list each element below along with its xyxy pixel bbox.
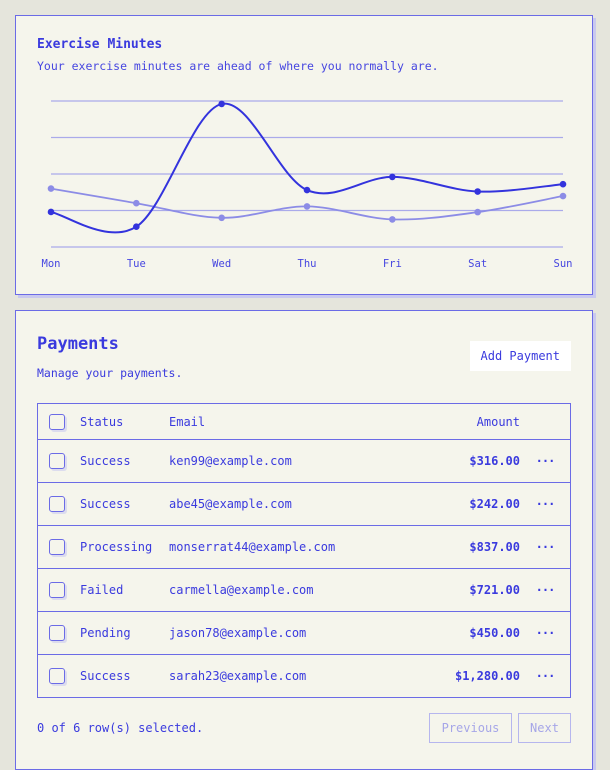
row-checkbox[interactable]	[49, 582, 65, 598]
amount-cell: $1,280.00	[421, 654, 520, 698]
data-point	[474, 208, 481, 216]
payments-card: Payments Manage your payments. Add Payme…	[15, 310, 593, 770]
status-cell: Processing	[80, 525, 169, 569]
payments-table: Status Email Amount Success ken99@exampl…	[37, 403, 571, 698]
email-cell: monserrat44@example.com	[169, 525, 422, 569]
status-cell: Success	[80, 439, 169, 483]
table-row: Success sarah23@example.com $1,280.00 ··…	[37, 654, 571, 698]
data-point	[474, 188, 481, 195]
chart-title: Exercise Minutes	[37, 37, 163, 52]
data-point	[47, 185, 55, 192]
select-all-checkbox[interactable]	[49, 413, 65, 430]
add-payment-button[interactable]: Add Payment	[469, 341, 571, 371]
data-point	[47, 208, 55, 216]
next-button[interactable]: Next	[518, 713, 571, 743]
amount-cell: $316.00	[421, 439, 520, 483]
table-row: Failed carmella@example.com $721.00 ···	[37, 568, 571, 612]
row-actions-icon[interactable]: ···	[520, 654, 571, 698]
data-point	[559, 180, 567, 188]
payments-title: Payments	[37, 334, 119, 354]
payments-subtitle: Manage your payments.	[37, 366, 183, 380]
status-cell: Success	[80, 482, 169, 526]
table-row: Success abe45@example.com $242.00 ···	[37, 482, 571, 526]
row-checkbox[interactable]	[49, 496, 65, 512]
status-cell: Pending	[80, 611, 169, 655]
status-header[interactable]: Status	[80, 403, 169, 440]
amount-header: Amount	[421, 403, 520, 440]
line-chart: Mon Tue Wed Thu Fri Sat Sun	[42, 100, 573, 270]
data-point	[389, 173, 396, 181]
data-point	[559, 192, 567, 200]
status-cell: Success	[80, 654, 169, 698]
data-point	[303, 203, 311, 210]
row-checkbox[interactable]	[49, 453, 65, 469]
x-tick-label: Thu	[298, 258, 317, 270]
row-checkbox[interactable]	[49, 625, 65, 641]
x-tick-label: Sat	[468, 258, 487, 270]
x-tick-label: Tue	[127, 258, 146, 270]
email-cell: jason78@example.com	[169, 611, 422, 655]
chart-subtitle: Your exercise minutes are ahead of where…	[37, 59, 439, 73]
selection-status: 0 of 6 row(s) selected.	[37, 721, 204, 735]
series-line-1	[50, 102, 564, 234]
email-cell: sarah23@example.com	[169, 654, 422, 698]
row-actions-icon[interactable]: ···	[520, 482, 571, 526]
x-tick-label: Wed	[212, 258, 231, 270]
data-point	[133, 223, 140, 231]
table-row: Success ken99@example.com $316.00 ···	[37, 439, 571, 483]
row-actions-icon[interactable]: ···	[520, 568, 571, 612]
x-tick-label: Mon	[42, 258, 61, 270]
email-cell: ken99@example.com	[169, 439, 422, 483]
data-point	[218, 100, 225, 108]
table-header: Status Email Amount	[37, 403, 571, 440]
data-point	[133, 199, 140, 207]
x-tick-label: Fri	[383, 258, 402, 270]
table-row: Processing monserrat44@example.com $837.…	[37, 525, 571, 569]
previous-button[interactable]: Previous	[429, 713, 512, 743]
row-checkbox[interactable]	[49, 539, 65, 555]
amount-cell: $837.00	[421, 525, 520, 569]
status-cell: Failed	[80, 568, 169, 612]
email-cell: carmella@example.com	[169, 568, 422, 612]
data-point	[389, 216, 396, 223]
row-actions-icon[interactable]: ···	[520, 525, 571, 569]
table-row: Pending jason78@example.com $450.00 ···	[37, 611, 571, 655]
row-actions-icon[interactable]: ···	[520, 439, 571, 483]
data-point	[303, 186, 311, 194]
row-actions-icon[interactable]: ···	[520, 611, 571, 655]
amount-cell: $721.00	[421, 568, 520, 612]
email-cell: abe45@example.com	[169, 482, 422, 526]
exercise-chart-card: Exercise Minutes Your exercise minutes a…	[15, 15, 593, 295]
email-header[interactable]: Email	[169, 403, 422, 440]
x-tick-label: Sun	[554, 258, 573, 270]
amount-cell: $242.00	[421, 482, 520, 526]
row-checkbox[interactable]	[49, 668, 65, 684]
amount-cell: $450.00	[421, 611, 520, 655]
data-point	[218, 214, 225, 222]
